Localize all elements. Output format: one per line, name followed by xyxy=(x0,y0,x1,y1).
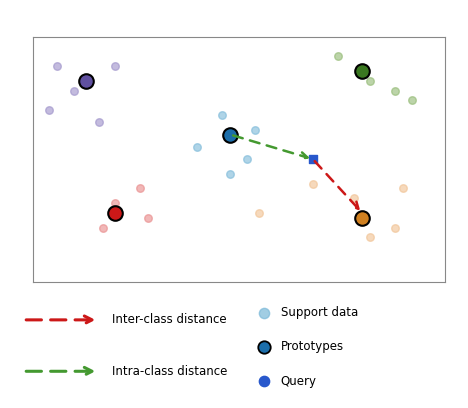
Point xyxy=(82,78,90,84)
Point xyxy=(358,68,366,74)
Point xyxy=(309,156,316,162)
Point xyxy=(408,97,416,104)
Point xyxy=(136,185,144,192)
Point xyxy=(400,185,407,192)
Point xyxy=(261,344,268,350)
Point xyxy=(54,63,61,69)
Point xyxy=(95,119,102,126)
Text: Prototypes: Prototypes xyxy=(281,340,344,353)
Point xyxy=(334,53,341,60)
Point xyxy=(391,224,399,231)
Point xyxy=(251,126,259,133)
Point xyxy=(261,378,268,384)
Point xyxy=(261,309,268,316)
Point xyxy=(219,112,226,118)
Text: Intra-class distance: Intra-class distance xyxy=(112,365,228,378)
Point xyxy=(194,144,201,150)
Point xyxy=(256,210,263,216)
Point xyxy=(111,63,119,69)
Text: Inter-class distance: Inter-class distance xyxy=(112,313,227,326)
Point xyxy=(243,156,251,162)
Point xyxy=(367,78,374,84)
Text: Support data: Support data xyxy=(281,306,358,319)
Point xyxy=(99,224,107,231)
Point xyxy=(367,234,374,241)
Point xyxy=(350,195,358,202)
Point xyxy=(309,180,316,187)
Point xyxy=(227,171,234,177)
Point xyxy=(227,131,234,138)
Point xyxy=(111,210,119,216)
Text: Query: Query xyxy=(281,375,317,388)
Point xyxy=(391,87,399,94)
Point xyxy=(144,215,152,221)
Point xyxy=(111,200,119,206)
Point xyxy=(45,107,53,113)
Point xyxy=(70,87,78,94)
Point xyxy=(358,215,366,221)
